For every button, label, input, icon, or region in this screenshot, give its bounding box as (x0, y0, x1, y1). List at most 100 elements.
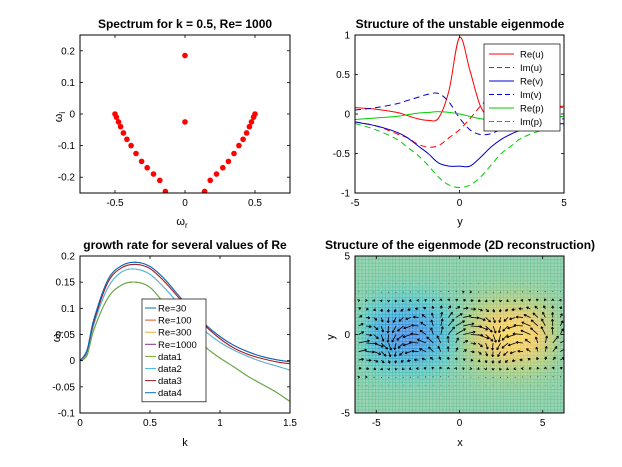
field-cell (543, 262, 548, 267)
field-cell (466, 378, 471, 383)
field-cell (385, 327, 390, 332)
field-cell (398, 344, 403, 349)
velocity-arrow (544, 335, 548, 344)
field-cell (425, 276, 430, 281)
field-cell (530, 317, 535, 322)
field-cell (560, 293, 564, 298)
field-cell (446, 327, 450, 332)
spectrum-panel: Spectrum for k = 0.5, Re= 1000 -0.5 0 0.5-… (53, 17, 291, 230)
field-cell (361, 365, 366, 370)
field-cell (456, 392, 461, 397)
field-cell (537, 283, 541, 288)
field-cell (388, 409, 393, 413)
field-cell (398, 341, 403, 346)
velocity-arrowhead (542, 311, 545, 315)
field-cell (375, 256, 380, 261)
field-cell (449, 324, 454, 329)
field-cell (533, 303, 538, 308)
field-cell (408, 317, 413, 322)
field-cell (499, 334, 504, 339)
velocity-arrow (380, 342, 389, 350)
field-cell (523, 358, 528, 363)
field-cell (415, 331, 420, 336)
field-cell (496, 269, 501, 274)
field-cell (537, 375, 541, 380)
field-cell (526, 276, 531, 281)
y-tick-label: 0.2 (61, 46, 75, 57)
velocity-arrowhead (530, 319, 534, 323)
field-cell (523, 327, 528, 332)
field-cell (402, 395, 407, 400)
field-cell (442, 290, 447, 295)
field-cell (557, 409, 562, 413)
field-cell (398, 296, 403, 301)
field-cell (533, 392, 538, 397)
velocity-arrowhead (477, 359, 481, 363)
field-cell (429, 348, 434, 353)
field-cell (422, 372, 427, 377)
field-cell (449, 303, 454, 308)
field-cell (392, 283, 397, 288)
field-cell (550, 354, 555, 359)
field-cell (533, 382, 538, 387)
field-cell (432, 259, 437, 264)
field-cell (560, 375, 564, 380)
field-cell (405, 256, 410, 261)
field-cell (378, 334, 383, 339)
field-cell (419, 375, 424, 380)
field-cell (459, 375, 464, 380)
field-cell (462, 259, 467, 264)
velocity-arrowhead (416, 367, 419, 371)
field-cell (408, 310, 413, 315)
field-cell (489, 317, 494, 322)
field-cell (456, 395, 461, 400)
field-cell (358, 382, 363, 387)
field-cell (476, 293, 481, 298)
field-cell (388, 324, 393, 329)
field-cell (368, 283, 373, 288)
field-cell (435, 392, 440, 397)
field-cell (510, 378, 515, 383)
field-cell (553, 378, 558, 383)
field-cell (368, 276, 373, 281)
field-cell (378, 409, 383, 413)
field-cell (419, 361, 424, 366)
field-cell (429, 337, 434, 342)
field-cell (355, 334, 359, 339)
field-cell (540, 327, 545, 332)
field-cell (432, 269, 437, 274)
field-cell (516, 279, 521, 284)
field-cell (446, 402, 450, 407)
field-cell (435, 368, 440, 373)
field-cell (358, 354, 363, 359)
x-tick-label: 0.5 (248, 198, 262, 209)
field-cell (530, 348, 535, 353)
field-cell (388, 344, 393, 349)
field-cell (523, 392, 528, 397)
field-cell (499, 310, 504, 315)
field-cell (402, 320, 407, 325)
field-cell (456, 389, 461, 394)
field-cell (523, 361, 528, 366)
field-cell (358, 406, 363, 411)
velocity-arrowhead (477, 299, 481, 302)
field-cell (489, 303, 494, 308)
field-cell (526, 266, 531, 271)
field-cell (422, 279, 427, 284)
field-cell (395, 320, 400, 325)
field-cell (547, 385, 552, 390)
field-cell (557, 406, 562, 411)
field-cell (405, 372, 410, 377)
field-cell (405, 389, 410, 394)
field-cell (385, 259, 390, 264)
field-cell (368, 320, 373, 325)
velocity-arrowhead (550, 326, 554, 330)
field-cell (402, 286, 407, 291)
field-cell (378, 406, 383, 411)
field-cell (479, 331, 484, 336)
field-cell (550, 409, 555, 413)
field-cell (550, 382, 555, 387)
field-cell (533, 259, 538, 264)
field-cell (449, 409, 454, 413)
field-cell (425, 372, 430, 377)
